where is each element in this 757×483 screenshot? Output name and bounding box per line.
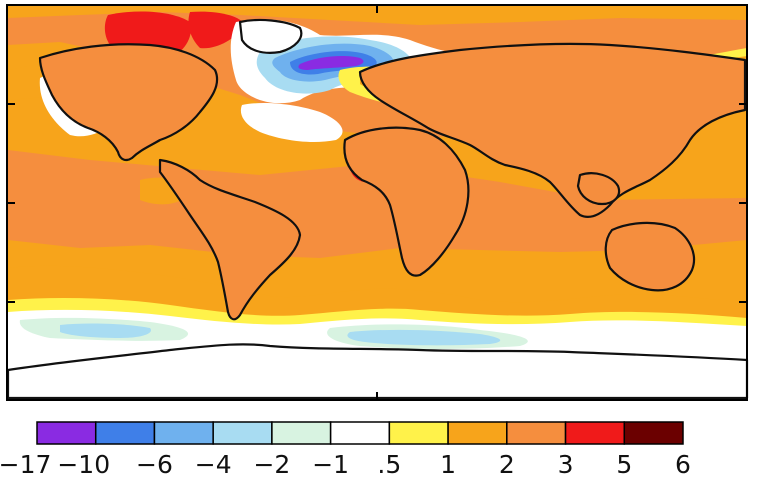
colorbar-bin <box>388 421 449 445</box>
colorbar-bin <box>271 421 332 445</box>
colorbar-tick-label: −10 <box>57 450 110 479</box>
colorbar-tick-label: −2 <box>253 450 290 479</box>
colorbar-legend: −17 −10 −6 −4 −2 −1 .5 1 2 3 5 6 <box>0 421 691 479</box>
north-america-outline <box>38 43 219 162</box>
colorbar-tick-label: 2 <box>499 450 515 479</box>
temperature-anomaly-map <box>6 4 749 401</box>
map-frame <box>6 4 748 401</box>
colorbar-tick-label: −17 <box>0 450 51 479</box>
colorbar-tick-label: 1 <box>440 450 456 479</box>
colorbar-bin <box>564 421 626 445</box>
colorbar-tick-label: 6 <box>675 450 691 479</box>
greenland-outline <box>238 18 303 54</box>
land-masses <box>6 18 749 400</box>
colorbar-tick-labels: −17 −10 −6 −4 −2 −1 .5 1 2 3 5 6 <box>0 450 691 479</box>
colorbar-tick-label: 3 <box>558 450 574 479</box>
colorbar-bin <box>212 421 273 445</box>
colorbar-bin <box>506 421 567 445</box>
colorbar-bin <box>36 421 97 445</box>
antarctica-outline <box>6 343 749 400</box>
colorbar-bin <box>447 421 508 445</box>
colorbar-tick-label: 5 <box>616 450 632 479</box>
colorbar-tick-label: .5 <box>377 450 401 479</box>
colorbar-bin <box>329 421 391 445</box>
indonesia-outline <box>576 172 621 206</box>
colorbar-bins <box>36 421 684 445</box>
colorbar-bin <box>94 421 156 445</box>
south-america-outline <box>158 158 302 321</box>
colorbar-bin <box>153 421 214 445</box>
colorbar-tick-label: −1 <box>312 450 349 479</box>
colorbar-bin <box>623 421 684 445</box>
australia-outline <box>604 221 696 292</box>
colorbar-tick-label: −6 <box>136 450 173 479</box>
colorbar-tick-label: −4 <box>195 450 232 479</box>
africa-outline <box>343 126 470 277</box>
